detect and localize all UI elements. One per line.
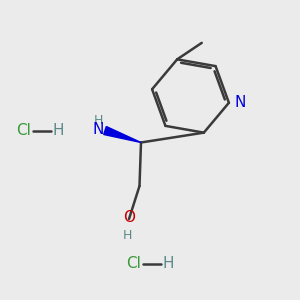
Text: H: H	[94, 114, 103, 127]
Text: Cl: Cl	[16, 123, 32, 138]
Text: H: H	[52, 123, 64, 138]
Text: N: N	[93, 122, 104, 137]
Text: H: H	[123, 229, 132, 242]
Text: H: H	[162, 256, 173, 272]
Text: N: N	[234, 95, 246, 110]
Text: O: O	[123, 210, 135, 225]
Text: Cl: Cl	[126, 256, 141, 272]
Polygon shape	[104, 127, 141, 142]
